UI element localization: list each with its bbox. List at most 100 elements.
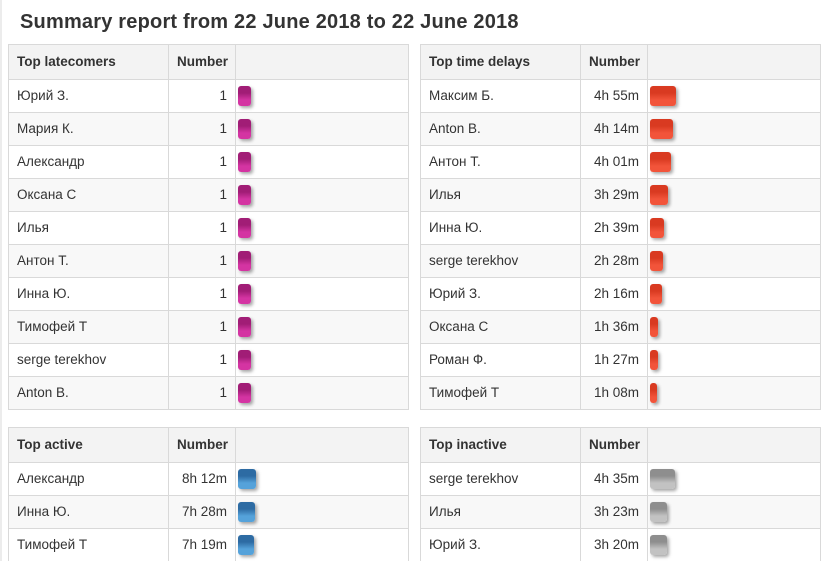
person-name: Anton B. — [8, 376, 169, 410]
table-row: Александр 1 — [8, 145, 409, 179]
bar-cell — [647, 79, 821, 113]
bar-cell — [235, 462, 409, 496]
report-table: Top time delays Number Максим Б. 4h 55m An… — [420, 44, 821, 410]
bar-cell — [235, 112, 409, 146]
person-name: Александр — [8, 145, 169, 179]
bar-cell — [647, 145, 821, 179]
value-bar — [650, 86, 676, 106]
value-text: 1 — [168, 178, 236, 212]
table-row: Антон Т. 4h 01m — [420, 145, 821, 179]
bar-cell — [647, 211, 821, 245]
table-body: Александр 8h 12m Инна Ю. 7h 28m Тимофей Т 7h … — [8, 462, 409, 561]
value-bar — [650, 119, 673, 139]
report-table: Top inactive Number serge terekhov 4h 35m… — [420, 427, 821, 561]
person-name: Тимофей Т — [8, 528, 169, 561]
person-name: Anton B. — [420, 112, 581, 146]
value-bar — [650, 218, 664, 238]
value-bar — [650, 317, 658, 337]
person-name: Юрий З. — [8, 79, 169, 113]
value-text: 7h 28m — [168, 495, 236, 529]
table-row: Инна Ю. 1 — [8, 277, 409, 311]
value-text: 2h 28m — [580, 244, 648, 278]
value-text: 1h 36m — [580, 310, 648, 344]
table-row: Юрий З. 2h 16m — [420, 277, 821, 311]
table-row: serge terekhov 4h 35m — [420, 462, 821, 496]
table-header-row: Top active Number — [8, 427, 409, 463]
table-row: Мария К. 1 — [8, 112, 409, 146]
table-row: Инна Ю. 2h 39m — [420, 211, 821, 245]
value-bar — [238, 284, 251, 304]
bar-cell — [235, 79, 409, 113]
bar-cell — [235, 495, 409, 529]
person-name: Антон Т. — [8, 244, 169, 278]
table-row: Илья 3h 29m — [420, 178, 821, 212]
person-name: Тимофей Т — [420, 376, 581, 410]
person-name: Роман Ф. — [420, 343, 581, 377]
value-text: 4h 55m — [580, 79, 648, 113]
person-name: serge terekhov — [8, 343, 169, 377]
bar-column-header — [647, 427, 821, 463]
table-body: Юрий З. 1 Мария К. 1 Александр 1 Оксана С 1 Илья… — [8, 79, 409, 410]
person-name: Инна Ю. — [420, 211, 581, 245]
value-text: 3h 29m — [580, 178, 648, 212]
value-text: 1 — [168, 343, 236, 377]
value-text: 2h 39m — [580, 211, 648, 245]
value-text: 1h 27m — [580, 343, 648, 377]
table-title: Top latecomers — [8, 44, 169, 80]
value-bar — [238, 119, 251, 139]
value-bar — [650, 383, 657, 403]
table-row: Юрий З. 3h 20m — [420, 528, 821, 561]
table-row: Роман Ф. 1h 27m — [420, 343, 821, 377]
value-bar — [650, 502, 667, 522]
value-text: 8h 12m — [168, 462, 236, 496]
table-row: Тимофей Т 1h 08m — [420, 376, 821, 410]
value-text: 4h 14m — [580, 112, 648, 146]
table-row: Anton B. 4h 14m — [420, 112, 821, 146]
bar-cell — [235, 343, 409, 377]
bar-column-header — [647, 44, 821, 80]
table-row: Юрий З. 1 — [8, 79, 409, 113]
bar-cell — [647, 112, 821, 146]
value-text: 7h 19m — [168, 528, 236, 561]
value-bar — [238, 350, 251, 370]
bar-cell — [647, 244, 821, 278]
table-title: Top active — [8, 427, 169, 463]
number-column-header: Number — [168, 427, 236, 463]
person-name: Илья — [420, 178, 581, 212]
person-name: Инна Ю. — [8, 277, 169, 311]
table-row: Тимофей Т 7h 19m — [8, 528, 409, 561]
table-row: Anton B. 1 — [8, 376, 409, 410]
value-bar — [238, 251, 251, 271]
bar-cell — [647, 462, 821, 496]
bar-column-header — [235, 427, 409, 463]
value-bar — [238, 502, 255, 522]
number-column-header: Number — [168, 44, 236, 80]
table-row: Илья 3h 23m — [420, 495, 821, 529]
value-bar — [238, 152, 251, 172]
bar-cell — [647, 343, 821, 377]
bar-cell — [235, 211, 409, 245]
value-bar — [650, 284, 662, 304]
value-text: 1 — [168, 79, 236, 113]
person-name: Юрий З. — [420, 528, 581, 561]
value-bar — [650, 535, 667, 555]
person-name: Александр — [8, 462, 169, 496]
value-bar — [238, 317, 251, 337]
bar-cell — [235, 376, 409, 410]
value-text: 1h 08m — [580, 376, 648, 410]
person-name: Максим Б. — [420, 79, 581, 113]
bar-cell — [647, 310, 821, 344]
value-bar — [238, 185, 251, 205]
table-body: Максим Б. 4h 55m Anton B. 4h 14m Антон Т. 4h … — [420, 79, 821, 410]
table-title: Top time delays — [420, 44, 581, 80]
person-name: Мария К. — [8, 112, 169, 146]
person-name: serge terekhov — [420, 244, 581, 278]
table-row: serge terekhov 1 — [8, 343, 409, 377]
value-text: 1 — [168, 244, 236, 278]
value-bar — [238, 218, 251, 238]
number-column-header: Number — [580, 427, 648, 463]
value-bar — [650, 469, 675, 489]
